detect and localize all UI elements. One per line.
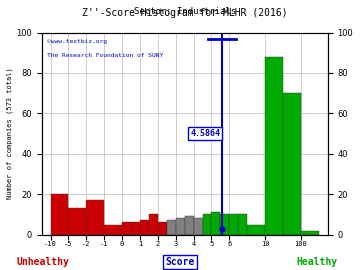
Bar	[238, 214, 247, 235]
Bar	[51, 194, 68, 235]
Text: The Research Foundation of SUNY: The Research Foundation of SUNY	[48, 53, 164, 58]
Bar	[220, 214, 229, 235]
Bar	[68, 208, 86, 235]
Bar	[265, 57, 283, 235]
Bar	[167, 221, 176, 235]
Bar	[247, 224, 265, 235]
Bar	[185, 217, 194, 235]
Text: Unhealthy: Unhealthy	[17, 257, 69, 267]
Title: Z''-Score Histogram for MLHR (2016): Z''-Score Histogram for MLHR (2016)	[82, 8, 287, 18]
Text: Score: Score	[165, 257, 195, 267]
Bar	[140, 221, 149, 235]
Bar	[149, 214, 158, 235]
Bar	[122, 222, 131, 235]
Bar	[86, 200, 104, 235]
Bar	[104, 224, 122, 235]
Bar	[194, 218, 203, 235]
Text: ©www.textbiz.org: ©www.textbiz.org	[48, 39, 107, 44]
Bar	[301, 231, 319, 235]
Bar	[176, 218, 185, 235]
Y-axis label: Number of companies (573 total): Number of companies (573 total)	[7, 68, 13, 200]
Bar	[211, 212, 220, 235]
Text: Sector: Industrials: Sector: Industrials	[134, 7, 236, 16]
Bar	[203, 214, 211, 235]
Text: 4.5864: 4.5864	[190, 129, 220, 138]
Bar	[283, 93, 301, 235]
Bar	[229, 214, 238, 235]
Bar	[131, 222, 140, 235]
Bar	[158, 222, 167, 235]
Text: Healthy: Healthy	[296, 257, 337, 267]
